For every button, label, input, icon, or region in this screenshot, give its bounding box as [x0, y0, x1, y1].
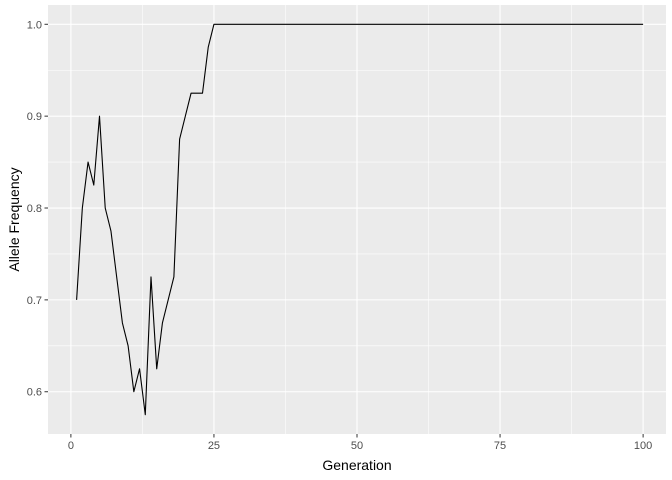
major-gridlines — [48, 5, 666, 434]
y-tick-label: 0.9 — [27, 111, 42, 123]
x-axis-title: Generation — [322, 457, 391, 473]
y-axis-ticks: 0.6 0.7 0.8 0.9 1.0 — [27, 19, 48, 399]
x-axis-ticks: 0 25 50 75 100 — [68, 434, 652, 452]
y-tick-label: 1.0 — [27, 19, 42, 31]
y-tick-label: 0.6 — [27, 387, 42, 399]
x-tick-label: 50 — [351, 440, 363, 452]
y-axis-title: Allele Frequency — [6, 167, 22, 271]
x-tick-label: 25 — [208, 440, 220, 452]
x-tick-label: 75 — [494, 440, 506, 452]
y-tick-label: 0.7 — [27, 295, 42, 307]
x-tick-label: 0 — [68, 440, 74, 452]
series-line — [76, 23, 644, 416]
y-tick-label: 0.8 — [27, 203, 42, 215]
x-tick-label: 100 — [634, 440, 652, 452]
